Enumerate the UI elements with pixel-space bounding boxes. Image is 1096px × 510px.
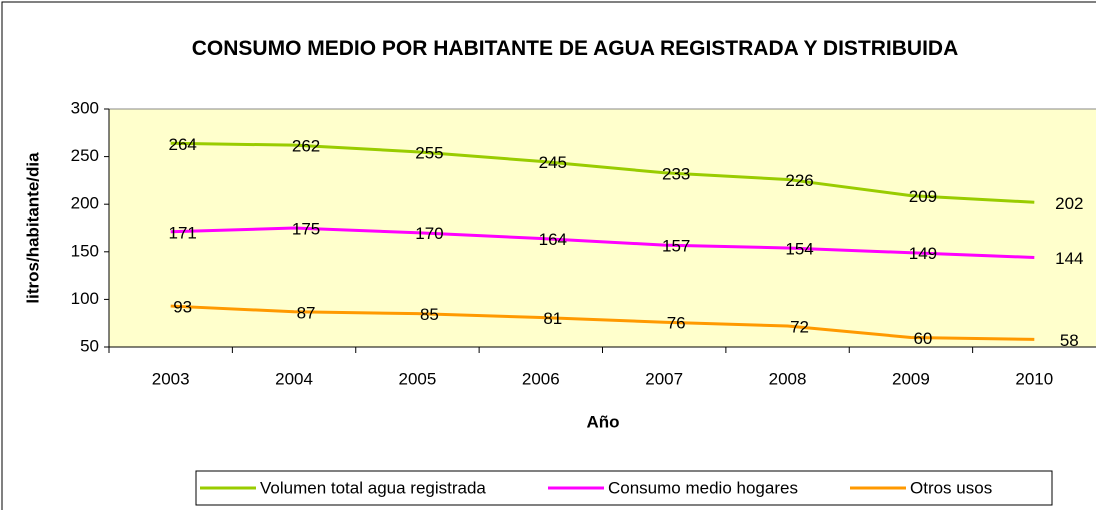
data-label: 171 [169,223,197,242]
data-label: 202 [1055,194,1083,213]
data-label: 175 [292,219,320,238]
series-line [170,304,1035,341]
data-label: 60 [913,329,932,348]
x-tick-label: 2008 [769,369,807,388]
legend-box [195,470,1053,506]
chart-title: CONSUMO MEDIO POR HABITANTE DE AGUA REGI… [191,37,959,60]
x-tick-label: 2006 [522,369,560,388]
y-tick-label: 300 [71,98,99,117]
data-label: 245 [539,153,567,172]
x-tick-label: 2009 [892,369,930,388]
data-label: 157 [662,237,690,256]
series-line [170,141,1035,204]
data-label: 233 [662,164,690,183]
y-axis-label: litros/habitante/dia [23,152,42,304]
data-label: 262 [292,137,320,156]
legend-label: Otros usos [910,478,992,497]
x-tick-label: 2005 [399,369,437,388]
data-label: 164 [539,230,567,249]
y-tick-label: 50 [80,336,99,355]
legend-label: Volumen total agua registrada [260,478,486,497]
data-label: 81 [543,309,562,328]
data-label: 170 [415,224,443,243]
x-tick-label: 2010 [1015,369,1053,388]
data-label: 264 [169,135,197,154]
y-tick-label: 250 [71,146,99,165]
x-tick-label: 2004 [275,369,313,388]
data-label: 226 [785,171,813,190]
data-label: 58 [1060,331,1079,350]
data-label: 255 [415,143,443,162]
data-label: 149 [909,244,937,263]
data-label: 93 [173,298,192,317]
y-tick-label: 100 [71,289,99,308]
legend-label: Consumo medio hogares [608,478,798,497]
x-axis-label: Año [586,412,619,431]
series-line [170,226,1035,260]
data-label: 144 [1055,249,1083,268]
y-tick-label: 150 [71,241,99,260]
data-label: 85 [420,305,439,324]
data-label: 154 [785,239,813,258]
y-tick-label: 200 [71,194,99,213]
data-label: 76 [667,314,686,333]
data-label: 209 [909,187,937,206]
x-tick-label: 2007 [645,369,683,388]
data-label: 87 [297,303,316,322]
x-tick-label: 2003 [152,369,190,388]
data-label: 72 [790,318,809,337]
